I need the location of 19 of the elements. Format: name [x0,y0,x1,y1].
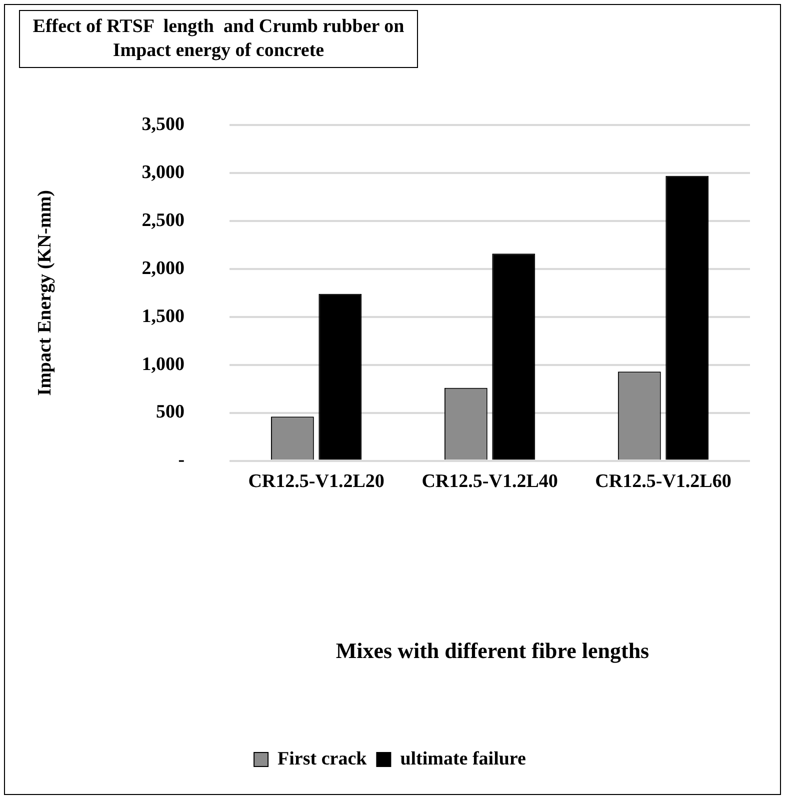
y-tick-label: 2,500 [142,210,185,231]
bar [492,254,536,460]
x-tick-label: CR12.5-V1.2L60 [595,471,732,492]
y-axis-title: Impact Energy (KN-mm) [34,190,56,396]
y-tick-label: - [178,450,185,471]
y-tick-label: 1,000 [142,354,185,375]
y-tick-label: 3,500 [142,114,185,135]
y-tick-label: 2,000 [142,258,185,279]
y-tick-label: 3,000 [142,162,185,183]
chart-title: Effect of RTSF length and Crumb rubber on Impact energy of concrete [19,10,418,68]
text: Mixes with different fibre lengths [334,638,650,664]
y-tick-label: 1,500 [142,306,185,327]
legend-label: ultimate failure [400,748,526,770]
y-tick-label: 500 [156,402,185,423]
x-tick-label: CR12.5-V1.2L40 [422,471,558,492]
bar [318,294,362,460]
bar [666,176,709,460]
legend-label: First crack [278,748,368,770]
x-tick-label: CR12.5-V1.2L20 [248,471,384,492]
